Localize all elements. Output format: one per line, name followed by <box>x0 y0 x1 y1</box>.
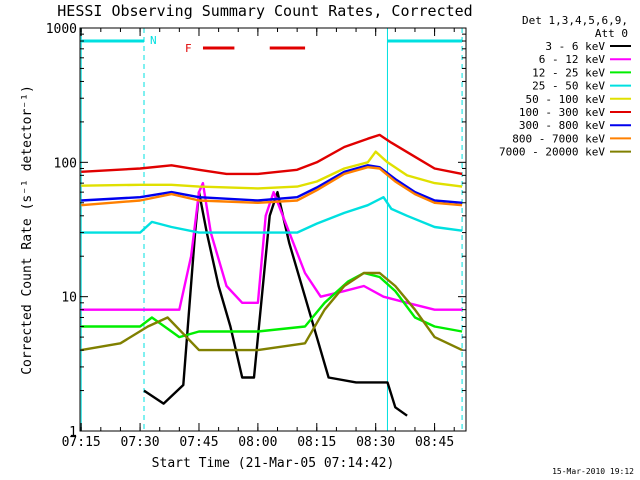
x-tick-label: 07:30 <box>121 435 160 450</box>
legend-label: 12 - 25 keV <box>532 66 605 79</box>
y-tick-label: 1 <box>69 425 77 440</box>
series-line-3 <box>81 195 463 234</box>
series-line-4 <box>81 150 463 190</box>
footer-timestamp: 15-Mar-2010 19:12 <box>552 467 634 476</box>
series-line-7 <box>81 165 463 207</box>
x-tick-label: 07:45 <box>179 435 218 450</box>
legend-label: 7000 - 20000 keV <box>499 146 605 159</box>
x-tick-label: 08:15 <box>297 435 336 450</box>
legend-label: 3 - 6 keV <box>545 40 605 53</box>
chart-title: HESSI Observing Summary Count Rates, Cor… <box>57 2 472 20</box>
legend-label: 6 - 12 keV <box>539 53 606 66</box>
y-tick-label: 100 <box>54 156 77 171</box>
legend-header: Att 0 <box>595 27 628 40</box>
series-line-6 <box>81 164 463 204</box>
y-axis-label: Corrected Count Rate (s⁻¹ detector⁻¹) <box>20 85 35 375</box>
series-line-0 <box>143 190 408 417</box>
legend-label: 100 - 300 keV <box>519 106 605 119</box>
x-tick-label: 08:45 <box>415 435 454 450</box>
y-tick-label: 10 <box>61 291 77 306</box>
series-line-8 <box>80 271 463 352</box>
x-tick-label: 08:00 <box>238 435 277 450</box>
legend-header: Det 1,3,4,5,6,9, <box>522 14 628 27</box>
legend-label: 50 - 100 keV <box>526 93 606 106</box>
series-line-2 <box>81 271 463 339</box>
night-marker-label: N <box>150 34 157 47</box>
plot-frame <box>79 27 467 432</box>
y-tick-label: 1000 <box>46 22 77 37</box>
legend-label: 25 - 50 keV <box>532 80 605 93</box>
series-line-1 <box>81 181 463 311</box>
legend-label: 800 - 7000 keV <box>512 132 605 145</box>
flare-marker-label: F <box>185 42 192 55</box>
x-tick-label: 07:15 <box>62 435 101 450</box>
legend-label: 300 - 800 keV <box>519 119 605 132</box>
x-tick-label: 08:30 <box>356 435 395 450</box>
series-line-5 <box>81 133 463 176</box>
x-axis-label: Start Time (21-Mar-05 07:14:42) <box>152 456 395 471</box>
